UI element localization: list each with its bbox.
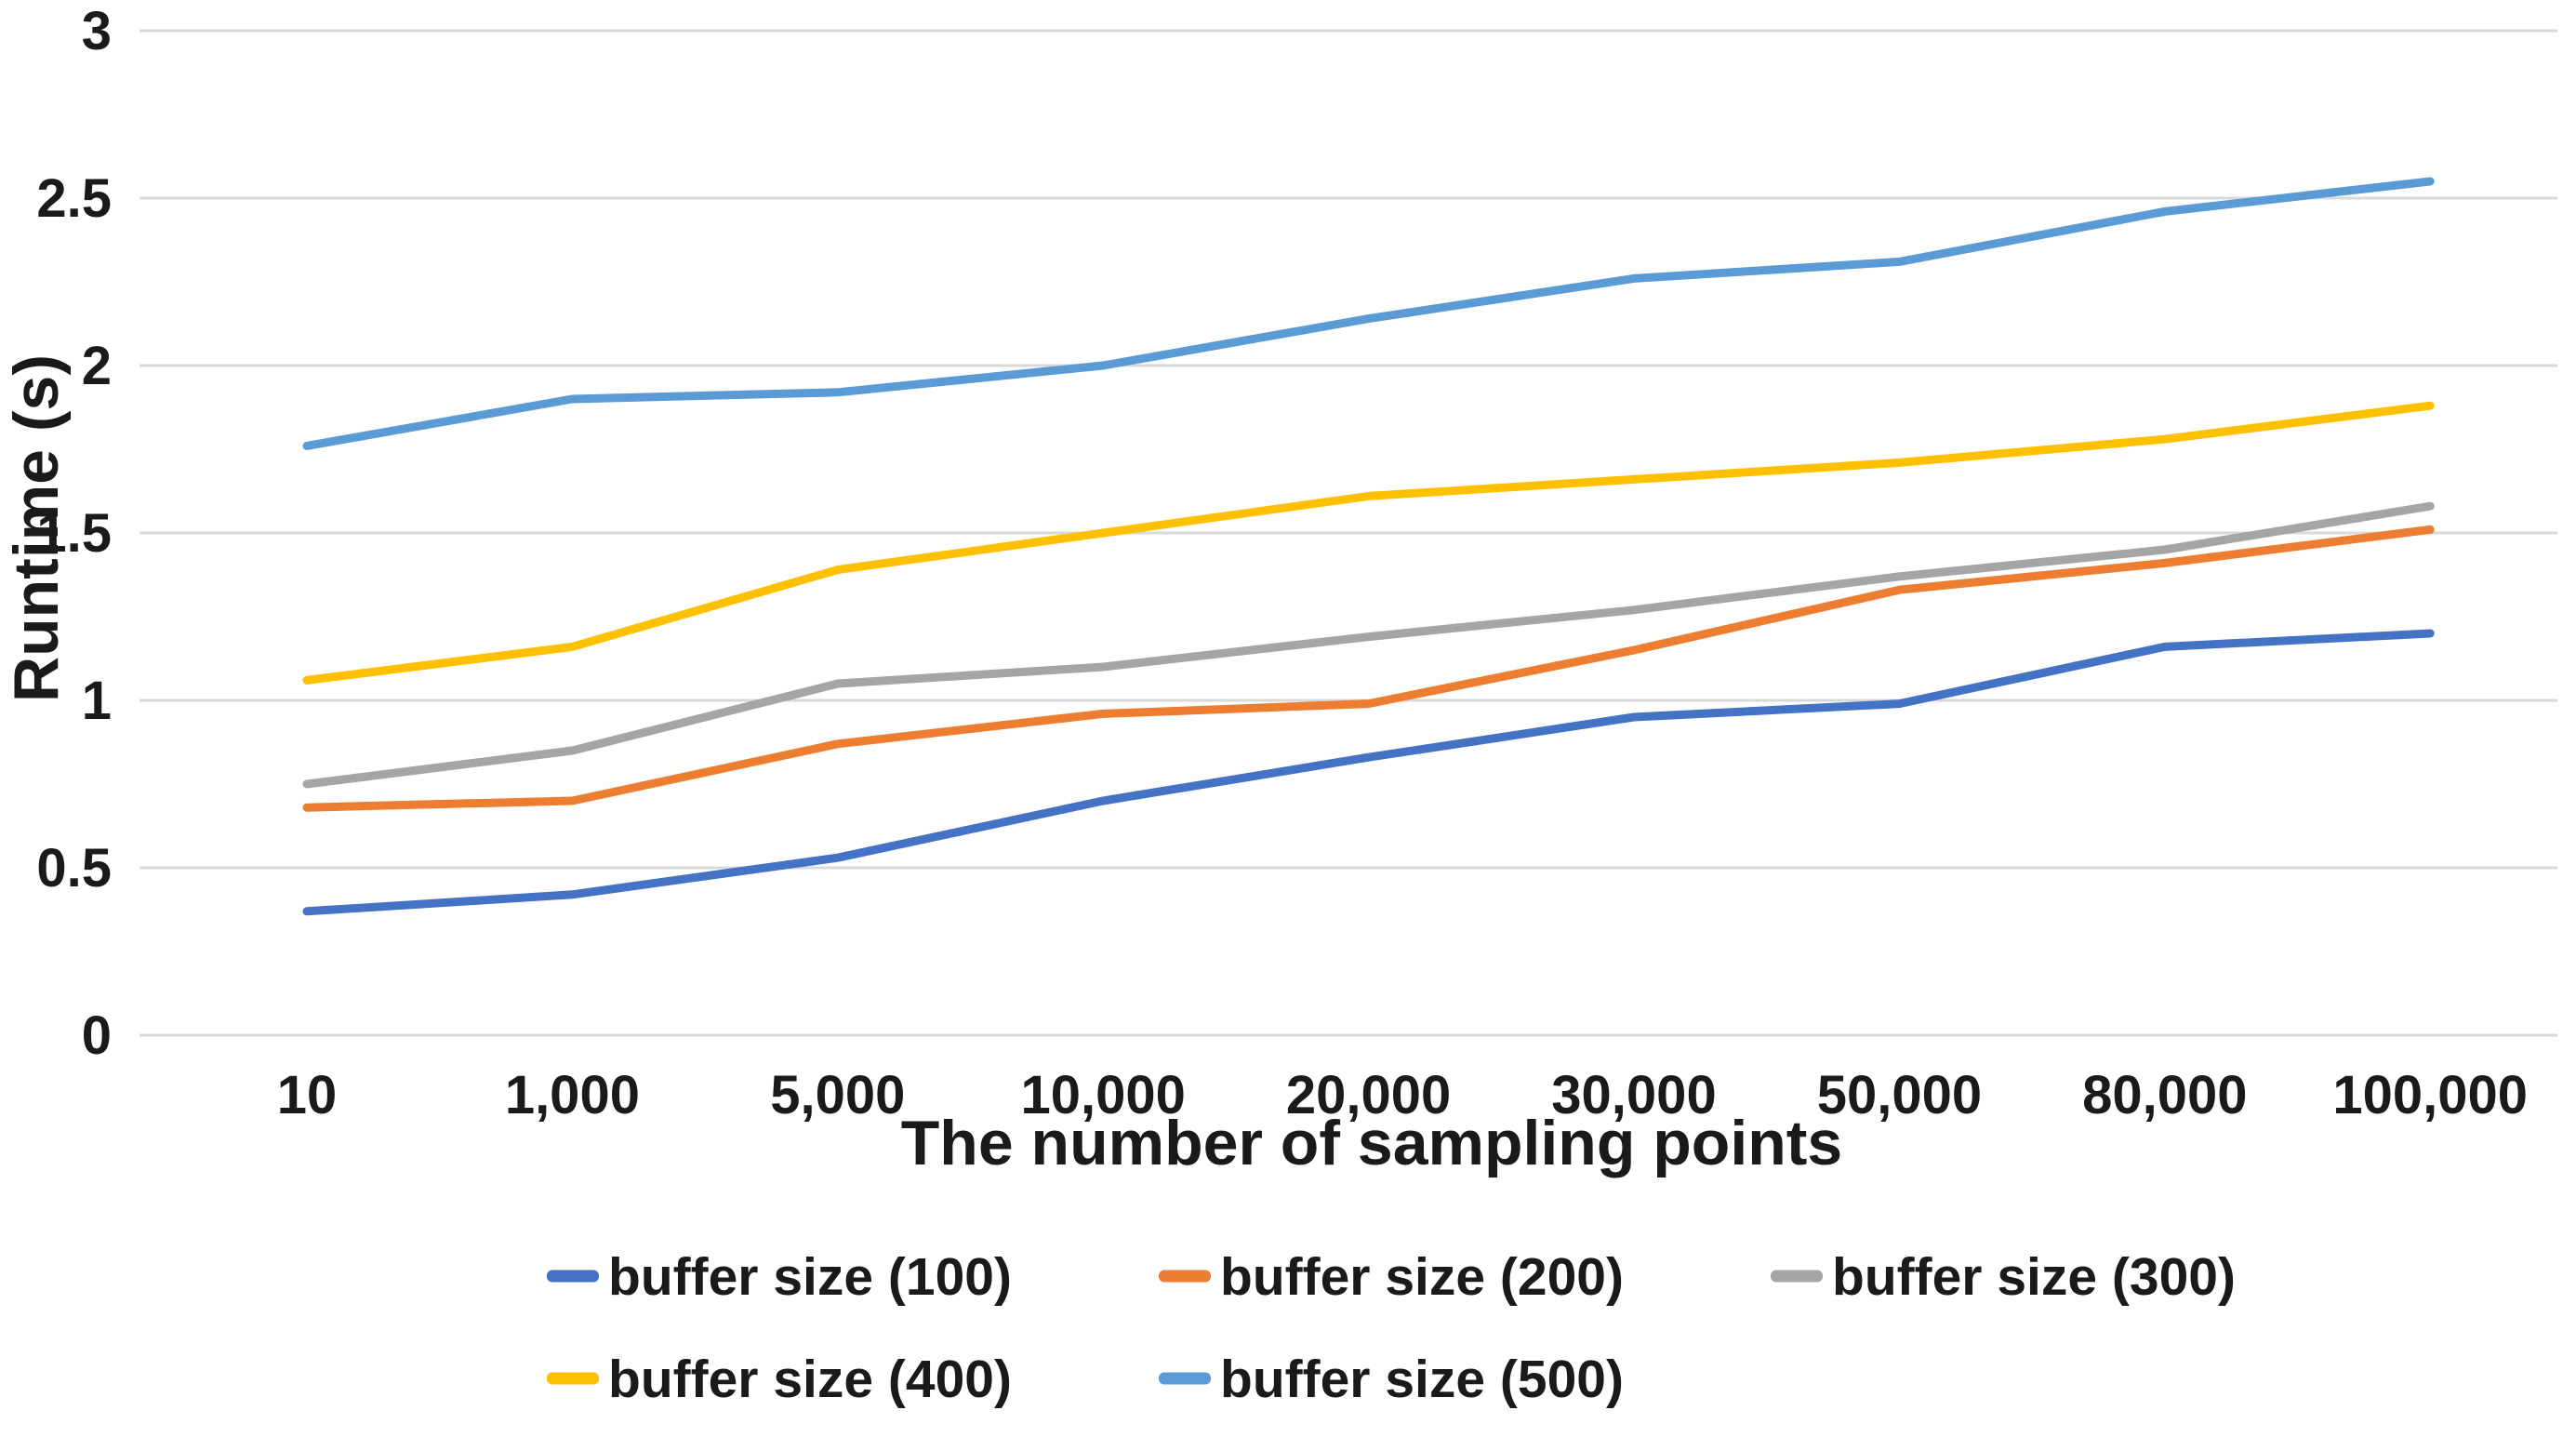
x-axis-tick-labels: 10 1,000 5,000 10,000 20,000 30,000 50,000 80,0… — [277, 1065, 2528, 1125]
y-tick-label: 0 — [82, 1005, 112, 1066]
y-tick-label: 2 — [82, 336, 112, 396]
legend-marker — [547, 1270, 599, 1283]
x-axis-title: The number of sampling points — [901, 1108, 1842, 1178]
y-tick-label: 3 — [82, 1, 112, 61]
series-line-300 — [302, 501, 2435, 789]
legend-marker — [1159, 1270, 1211, 1283]
legend-marker — [1771, 1270, 1823, 1283]
legend-item: buffer size (200) — [1159, 1247, 1624, 1307]
series-line-100 — [302, 629, 2435, 916]
x-tick-label: 1,000 — [505, 1065, 640, 1125]
y-axis-title: Runtime (s) — [1, 354, 72, 702]
x-tick-label: 10 — [277, 1065, 338, 1125]
legend-item: buffer size (400) — [547, 1350, 1012, 1409]
series-line-400 — [302, 401, 2435, 685]
legend-label: buffer size (200) — [1220, 1247, 1624, 1307]
legend: buffer size (100) buffer size (200) buffer… — [547, 1247, 2236, 1409]
gridlines — [139, 29, 2557, 1037]
y-tick-label: 1 — [82, 671, 112, 731]
x-tick-label: 80,000 — [2082, 1065, 2247, 1125]
x-tick-label: 30,000 — [1551, 1065, 1716, 1125]
y-axis-tick-labels: 0 0.5 1 1.5 2 2.5 3 — [36, 1, 112, 1066]
y-tick-label: 0.5 — [36, 838, 112, 898]
legend-item: buffer size (500) — [1159, 1350, 1624, 1409]
x-tick-label: 10,000 — [1020, 1065, 1185, 1125]
legend-label: buffer size (100) — [608, 1247, 1012, 1307]
y-tick-label: 2.5 — [36, 168, 112, 229]
x-tick-label: 100,000 — [2332, 1065, 2528, 1125]
series-line-500 — [302, 177, 2435, 450]
legend-marker — [547, 1372, 599, 1385]
x-tick-label: 20,000 — [1286, 1065, 1451, 1125]
series-lines — [302, 177, 2435, 916]
legend-item: buffer size (300) — [1771, 1247, 2236, 1307]
x-tick-label: 5,000 — [770, 1065, 905, 1125]
y-tick-label: 1.5 — [36, 503, 112, 564]
legend-label: buffer size (500) — [1220, 1350, 1624, 1409]
x-tick-label: 50,000 — [1817, 1065, 1982, 1125]
series-line-200 — [302, 525, 2435, 812]
legend-marker — [1159, 1372, 1211, 1385]
legend-label: buffer size (400) — [608, 1350, 1012, 1409]
legend-item: buffer size (100) — [547, 1247, 1012, 1307]
legend-label: buffer size (300) — [1832, 1247, 2236, 1307]
